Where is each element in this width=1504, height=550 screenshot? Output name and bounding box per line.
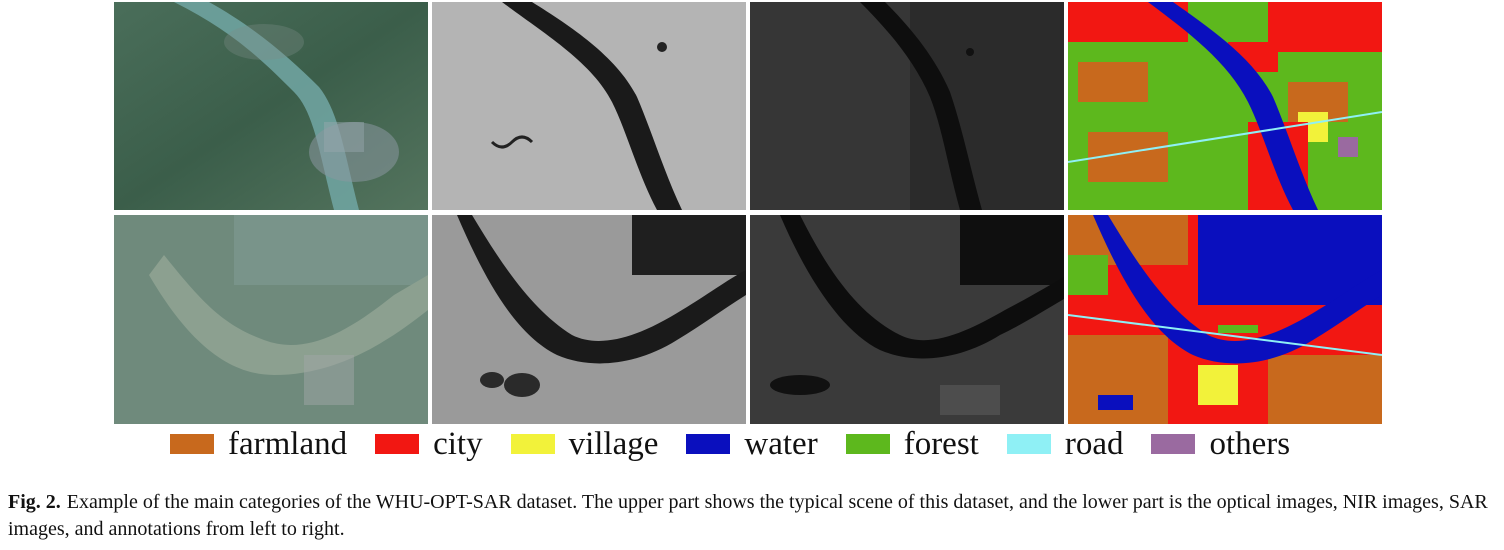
legend-label-others: others [1209,425,1291,462]
legend-item-farmland: farmland [170,425,348,462]
legend-item-others: others [1151,425,1291,462]
nir-image-bottom [432,215,746,424]
sar-image-bottom [750,215,1064,424]
annotation-image-top [1068,2,1382,210]
figure-caption-text: Example of the main categories of the WH… [8,491,1488,540]
legend-swatch-city [375,434,420,454]
optical-image-top [114,2,428,210]
legend-label-water: water [744,425,818,462]
legend-label-village: village [568,425,659,462]
nir-image-top [432,2,746,210]
sar-image-top [750,2,1064,210]
figure-caption: Fig. 2. Example of the main categories of… [8,489,1498,543]
legend-item-road: road [1006,425,1124,462]
figure-label: Fig. 2. [8,491,61,513]
legend-swatch-others [1151,434,1196,454]
legend-swatch-farmland [170,434,214,454]
legend-swatch-village [510,434,555,454]
legend-label-city: city [433,425,483,462]
legend-swatch-forest [845,434,890,454]
legend-label-road: road [1064,425,1124,462]
legend-item-village: village [510,425,659,462]
legend-label-forest: forest [903,425,979,462]
legend-item-forest: forest [845,425,979,462]
optical-image-bottom [114,215,428,424]
legend-item-city: city [375,425,483,462]
legend-item-water: water [686,425,818,462]
legend-swatch-road [1006,434,1051,454]
legend: farmland city village water forest road … [170,422,1370,466]
annotation-image-bottom [1068,215,1382,424]
legend-label-farmland: farmland [228,425,348,462]
legend-swatch-water [686,434,731,454]
